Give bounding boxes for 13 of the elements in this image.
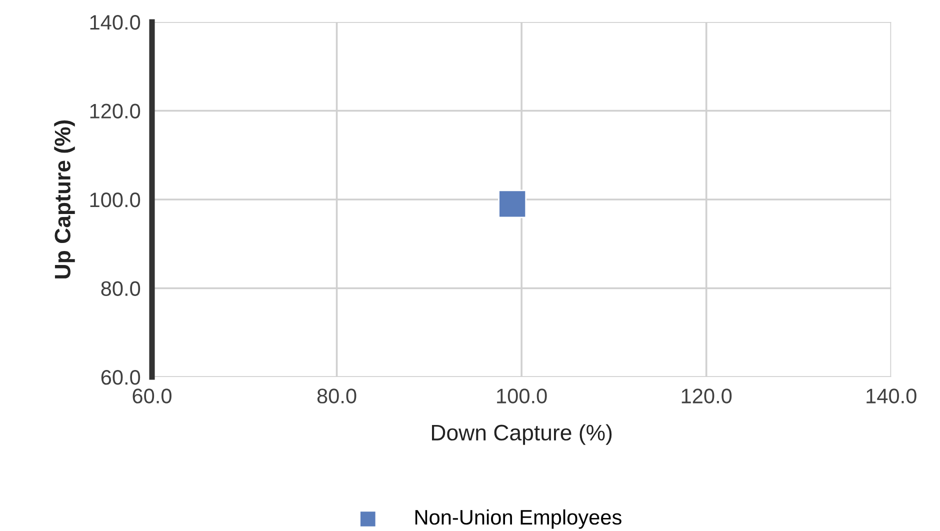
y-axis-title: Up Capture (%) [54, 120, 75, 278]
x-tick-label: 120.0 [682, 388, 732, 404]
y-tick-label: 60.0 [101, 370, 140, 385]
y-tick-label: 140.0 [90, 14, 140, 30]
x-tick-label: 100.0 [497, 388, 547, 404]
x-axis-title: Down Capture (%) [432, 424, 612, 445]
x-tick-label: 60.0 [132, 388, 172, 404]
x-tick-label: 140.0 [866, 388, 916, 404]
legend-label: Non-Union Employees [415, 509, 622, 529]
y-tick-label: 100.0 [90, 192, 140, 208]
x-tick-label: 80.0 [317, 388, 356, 404]
y-tick-label: 80.0 [101, 281, 140, 296]
y-tick-label: 120.0 [90, 104, 140, 118]
